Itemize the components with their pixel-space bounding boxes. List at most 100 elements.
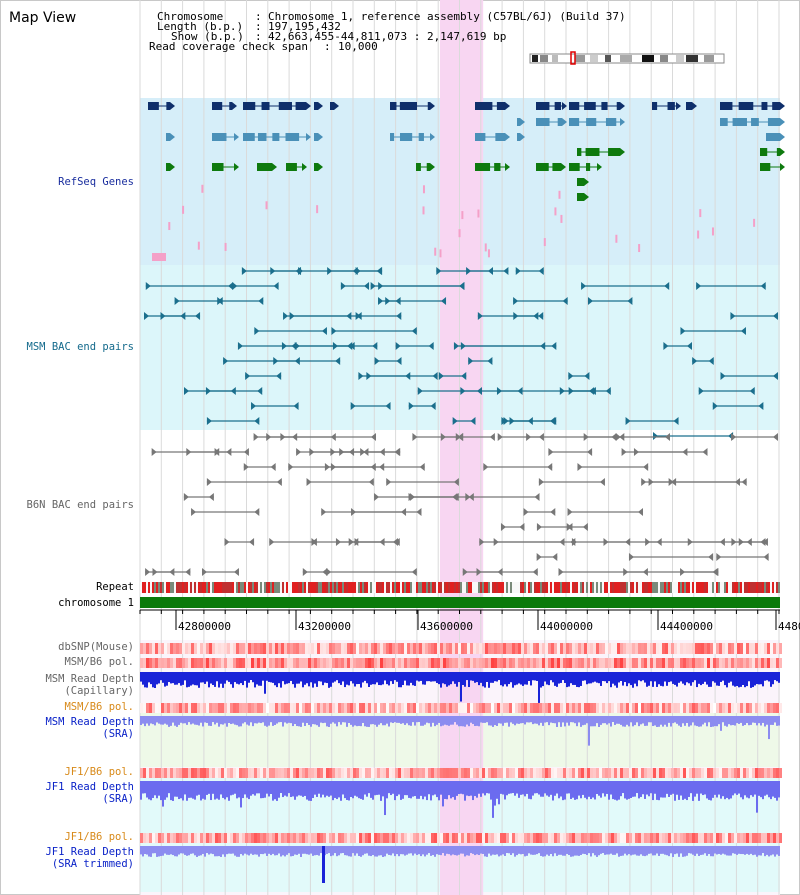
heat-cell xyxy=(767,703,770,713)
heat-cell xyxy=(290,658,293,668)
track-label-chromosome[interactable]: chromosome 1 xyxy=(58,597,134,609)
heat-cell xyxy=(572,833,575,843)
depth-bar xyxy=(428,846,430,854)
bac-end-marker xyxy=(257,387,263,395)
heat-cell xyxy=(518,768,521,778)
ideogram-band xyxy=(704,55,714,62)
depth-bar xyxy=(278,672,280,684)
heat-cell xyxy=(641,643,644,654)
depth-bar xyxy=(338,781,340,798)
depth-bar xyxy=(204,781,206,800)
heat-cell xyxy=(704,833,707,843)
heat-cell xyxy=(380,833,383,843)
track-label-msm-b6-pol[interactable]: MSM/B6 pol. xyxy=(64,656,134,668)
repeat-segment xyxy=(758,582,760,593)
track-label-repeat[interactable]: Repeat xyxy=(96,581,134,593)
bac-end-marker xyxy=(378,297,384,305)
depth-bar xyxy=(164,672,166,687)
heat-cell xyxy=(680,768,683,778)
depth-bar xyxy=(170,672,172,684)
track-label-msm-bac[interactable]: MSM BAC end pairs xyxy=(26,341,134,353)
heat-cell xyxy=(242,833,245,843)
depth-bar xyxy=(222,846,224,855)
depth-bar xyxy=(388,672,390,686)
depth-bar xyxy=(554,846,556,854)
heat-cell xyxy=(506,703,509,713)
repeat-segment xyxy=(702,582,704,593)
heat-cell xyxy=(362,768,365,778)
depth-bar xyxy=(334,846,336,854)
heat-cell xyxy=(605,643,608,654)
track-label-jf1-b6-pol[interactable]: JF1/B6 pol. xyxy=(64,766,134,778)
track-label-b6n-bac[interactable]: B6N BAC end pairs xyxy=(26,499,134,511)
repeat-segment xyxy=(558,582,560,593)
heat-cell xyxy=(260,703,263,713)
track-label-dbsnp[interactable]: dbSNP(Mouse) xyxy=(58,641,134,653)
depth-bar xyxy=(370,716,372,725)
depth-bar xyxy=(450,716,452,725)
heat-cell xyxy=(173,658,176,668)
depth-bar xyxy=(412,846,414,856)
bac-end-marker xyxy=(243,448,249,456)
track-label-refseq[interactable]: RefSeq Genes xyxy=(58,176,134,188)
depth-bar xyxy=(152,716,154,725)
heat-cell xyxy=(398,768,401,778)
track-label-msm-depth-sra-sub: (SRA) xyxy=(102,728,134,740)
depth-bar xyxy=(490,672,492,683)
track-label-msm-b6-pol-2[interactable]: MSM/B6 pol. xyxy=(64,701,134,713)
depth-bar xyxy=(490,716,492,726)
depth-bar xyxy=(198,781,200,795)
depth-bar xyxy=(264,846,266,854)
repeat-segment xyxy=(688,582,690,593)
heat-cell xyxy=(602,658,605,668)
depth-bar xyxy=(578,672,580,688)
depth-bar xyxy=(694,781,696,797)
heat-cell xyxy=(653,643,656,654)
repeat-segment xyxy=(176,582,178,593)
depth-bar xyxy=(502,716,504,726)
length-label: Length (b.p.) xyxy=(157,20,244,33)
heat-cell xyxy=(686,703,689,713)
track-label-msm-depth-capillary[interactable]: MSM Read Depth xyxy=(45,673,134,685)
depth-bar xyxy=(334,781,336,798)
heat-cell xyxy=(512,658,515,668)
depth-bar xyxy=(664,672,666,682)
depth-bar xyxy=(482,781,484,794)
track-label-msm-depth-sra[interactable]: MSM Read Depth xyxy=(45,716,134,728)
bac-end-marker xyxy=(470,417,476,425)
bac-end-marker xyxy=(730,312,736,320)
depth-bar xyxy=(616,716,618,724)
depth-bar xyxy=(700,846,702,855)
depth-bar xyxy=(350,672,352,682)
track-label-jf1-depth-trimmed[interactable]: JF1 Read Depth xyxy=(45,846,134,858)
heat-cell xyxy=(140,658,143,668)
repeat-segment xyxy=(768,582,770,593)
track-label-jf1-b6-pol-2[interactable]: JF1/B6 pol. xyxy=(64,831,134,843)
gene-exon xyxy=(330,102,334,110)
repeat-segment xyxy=(426,582,428,593)
repeat-segment xyxy=(570,582,572,593)
bac-end-marker xyxy=(355,312,361,320)
track-label-jf1-depth-sra[interactable]: JF1 Read Depth xyxy=(45,781,134,793)
heat-cell xyxy=(584,658,587,668)
depth-bar xyxy=(572,781,574,798)
repeat-segment xyxy=(266,582,268,593)
depth-bar xyxy=(752,846,754,856)
heat-cell xyxy=(347,833,350,843)
bac-end-marker xyxy=(340,282,346,290)
heat-cell xyxy=(167,658,170,668)
repeat-segment xyxy=(498,582,500,593)
gene-exon xyxy=(399,102,418,110)
depth-bar xyxy=(370,781,372,798)
gene-exon xyxy=(554,102,562,110)
gene-exon xyxy=(212,102,223,110)
heat-cell xyxy=(164,703,167,713)
heat-cell xyxy=(236,768,239,778)
depth-bar xyxy=(544,846,546,857)
depth-bar xyxy=(706,716,708,727)
heat-cell xyxy=(470,833,473,843)
depth-bar xyxy=(412,672,414,686)
depth-bar xyxy=(628,672,630,684)
depth-bar xyxy=(182,781,184,801)
